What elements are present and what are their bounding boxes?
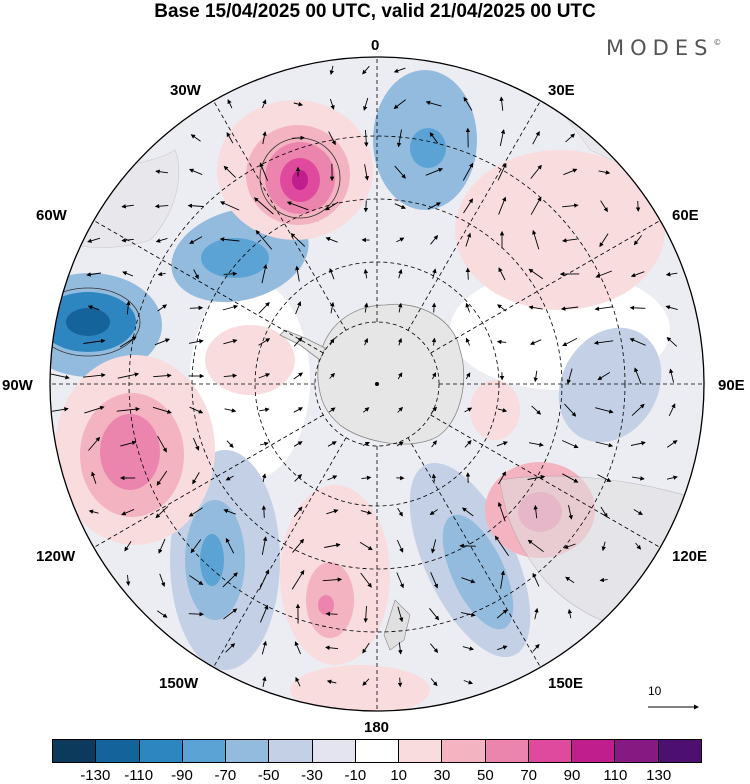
wind-arrow (366, 201, 367, 212)
wind-arrow (400, 678, 401, 687)
colorbar-swatch (572, 740, 615, 762)
colorbar-tick-label: 10 (390, 767, 407, 784)
colorbar-swatch (399, 740, 442, 762)
colorbar-tick-label: -10 (344, 767, 366, 784)
wind-arrow (190, 308, 202, 309)
colorbar-swatch (442, 740, 485, 762)
colorbar-swatch (183, 740, 226, 762)
lon-label-60w: 60W (36, 207, 67, 224)
colorbar-tick-label: 70 (520, 767, 537, 784)
polar-map (0, 0, 750, 735)
colorbar-tick-label: -50 (258, 767, 280, 784)
colorbar-swatch (486, 740, 529, 762)
anomaly-field (18, 50, 720, 730)
wind-arrow (638, 201, 639, 211)
lon-label-90w: 90W (2, 377, 33, 394)
colorbar-swatch (53, 740, 96, 762)
lon-label-120w: 120W (36, 548, 75, 565)
colorbar-swatch (226, 740, 269, 762)
wind-arrow (434, 304, 435, 313)
lon-label-180: 180 (364, 719, 389, 736)
colorbar-tick-label: 90 (564, 767, 581, 784)
colorbar-tick-label: -90 (171, 767, 193, 784)
south-pole-marker (375, 382, 379, 386)
lon-label-30e: 30E (548, 82, 575, 99)
colorbar-swatch (313, 740, 356, 762)
colorbar-swatch (269, 740, 312, 762)
colorbar-tick-label: 110 (603, 767, 627, 784)
wind-arrow (631, 308, 646, 309)
high-anomaly (455, 150, 665, 310)
colorbar-swatch (529, 740, 572, 762)
lon-label-60e: 60E (672, 207, 699, 224)
colorbar-swatch (356, 740, 399, 762)
wind-arrow (189, 614, 203, 615)
reference-vector-label: 10 (648, 684, 661, 698)
antarctica (318, 304, 464, 444)
colorbar-swatch (659, 740, 701, 762)
colorbar (52, 739, 702, 763)
colorbar-swatch (96, 740, 139, 762)
lon-label-90e: 90E (718, 377, 745, 394)
lon-label-150e: 150E (548, 675, 583, 692)
colorbar-tick-label: 30 (434, 767, 451, 784)
wind-arrow (264, 506, 265, 518)
colorbar-tick-label: -70 (214, 767, 236, 784)
wind-arrow (468, 268, 469, 279)
wind-arrow (326, 614, 337, 615)
wind-arrow (292, 138, 304, 139)
colorbar-swatch (615, 740, 658, 762)
lon-label-120e: 120E (672, 548, 707, 565)
lon-label-150w: 150W (159, 675, 198, 692)
colorbar-tick-label: -130 (80, 767, 110, 784)
colorbar-swatch (140, 740, 183, 762)
lon-label-30w: 30W (170, 82, 201, 99)
colorbar-tick-label: 130 (646, 767, 671, 784)
colorbar-tick-label: 50 (477, 767, 494, 784)
colorbar-tick-label: -110 (124, 767, 153, 784)
colorbar-tick-label: -30 (301, 767, 323, 784)
lon-label-0: 0 (371, 37, 379, 54)
